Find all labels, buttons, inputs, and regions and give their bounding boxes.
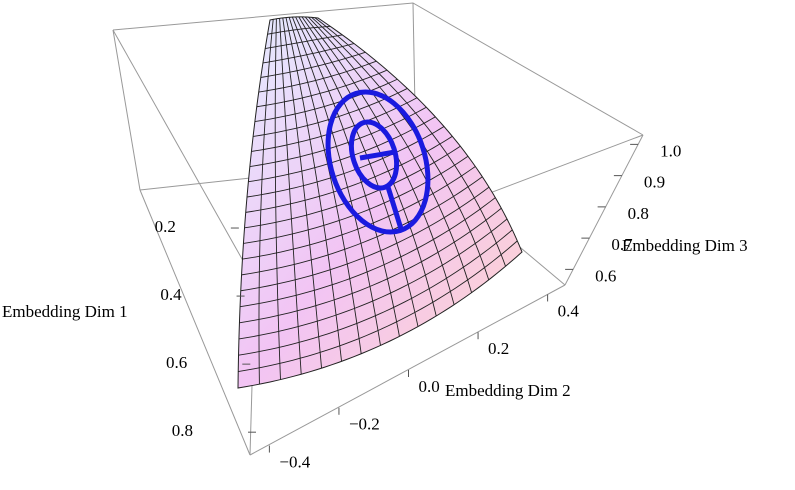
- tick-label: 0.7: [611, 235, 633, 254]
- curve-overlay: [325, 89, 431, 235]
- mesh-line: [262, 43, 355, 64]
- tick-label: 0.6: [595, 266, 616, 285]
- mesh-line: [243, 155, 469, 244]
- mesh-line: [249, 106, 427, 167]
- mesh-line: [260, 51, 366, 78]
- tick-label: −0.2: [349, 415, 380, 434]
- mesh-line: [238, 218, 508, 340]
- axis-title: Embedding Dim 2: [445, 381, 571, 400]
- mesh-line: [239, 197, 496, 308]
- tick-label: 0.8: [628, 204, 649, 223]
- mesh-line: [254, 78, 398, 122]
- mesh-line: [246, 126, 445, 198]
- surface-patch: [237, 16, 523, 389]
- axis-title: Embedding Dim 3: [622, 236, 748, 255]
- tick-label: 0.0: [419, 377, 440, 396]
- mesh-line: [238, 229, 513, 356]
- tick-label: 0.4: [558, 301, 580, 320]
- mesh-line: [245, 135, 453, 213]
- axes: 0.2 0.4 0.6 0.8 Embedding Dim 1 −0.4 −0.2 0.0 0.…: [2, 141, 748, 471]
- mesh-line: [241, 176, 483, 276]
- mesh-line: [265, 34, 343, 49]
- mesh-line: [239, 207, 502, 324]
- tick-label: 0.8: [172, 421, 193, 440]
- mesh-line: [267, 25, 331, 35]
- mesh-line: [238, 240, 518, 372]
- mesh-line: [251, 97, 418, 152]
- axis-title: Embedding Dim 1: [2, 302, 128, 321]
- mesh-line: [248, 116, 436, 183]
- mesh-line: [240, 186, 490, 292]
- tick-label: 0.4: [160, 285, 182, 304]
- tick-label: 1.0: [660, 141, 681, 160]
- tick-label: 0.2: [488, 339, 509, 358]
- mesh-line: [258, 60, 377, 93]
- surface: [237, 16, 523, 389]
- tick-label: 0.6: [166, 353, 187, 372]
- tick-label: 0.2: [155, 217, 176, 236]
- mesh-line: [256, 69, 388, 108]
- tick-label: −0.4: [279, 452, 310, 471]
- tick-label: 0.9: [644, 173, 665, 192]
